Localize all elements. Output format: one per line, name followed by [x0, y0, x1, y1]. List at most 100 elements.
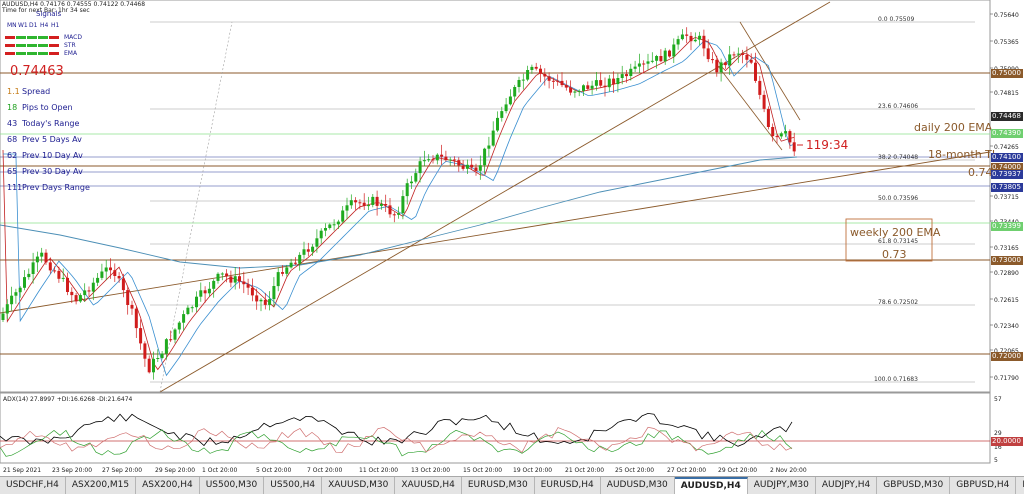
candle-body — [784, 131, 788, 134]
candle-body — [83, 290, 87, 296]
tab-gbpusd-m30[interactable]: GBPUSD,M30 — [877, 477, 951, 494]
candle-body — [255, 295, 259, 302]
price-tick-label: 0.72615 — [994, 297, 1019, 304]
price-chart[interactable]: 0.0 0.75509 23.6 0.74606 38.2 0.74048 50.0 … — [0, 0, 1024, 476]
candle-body — [586, 85, 590, 89]
candle-body — [788, 131, 792, 143]
candle-body — [754, 62, 757, 81]
fib-level-label: 78.6 0.72502 — [878, 299, 918, 306]
tab-usdchf-h4[interactable]: USDCHF,H4 — [0, 477, 66, 494]
candle-body — [573, 91, 577, 93]
chart-window[interactable]: 0.0 0.75509 23.6 0.74606 38.2 0.74048 50.0 … — [0, 0, 1024, 476]
tab-gbpusd-h4[interactable]: GBPUSD,H4 — [950, 477, 1017, 494]
candle-body — [263, 299, 267, 305]
candle-body — [689, 35, 693, 42]
candle-body — [418, 161, 422, 174]
candle-body — [293, 262, 297, 264]
price-level-label: 0.74390 — [991, 129, 1023, 138]
time-tick-label: 13 Oct 20:00 — [411, 467, 450, 474]
candle-body — [521, 79, 525, 81]
signal-indicator — [49, 36, 59, 39]
signal-indicator — [27, 44, 37, 47]
current-price: 0.74463 — [10, 64, 64, 79]
tab-audusd-h4[interactable]: AUDUSD,H4 — [674, 477, 748, 494]
adx-plot-frame — [0, 392, 991, 464]
price-tick-label: 0.72065 — [994, 348, 1019, 355]
candle-body — [113, 270, 117, 276]
candle-body — [732, 54, 736, 56]
candle-body — [242, 281, 246, 285]
tab-us500-m30[interactable]: US500,M30 — [200, 477, 265, 494]
price-level-label: 0.73399 — [991, 222, 1023, 231]
candle-body — [319, 230, 323, 239]
candle-body — [504, 104, 508, 112]
fib-level-label: 38.2 0.74048 — [878, 154, 918, 161]
time-tick-label: 15 Oct 20:00 — [463, 467, 502, 474]
tab-xauusd-m30[interactable]: XAUUSD,M30 — [322, 477, 396, 494]
price-tick-label: 0.71790 — [994, 375, 1019, 382]
candle-body — [298, 254, 302, 264]
candle-body — [203, 290, 207, 294]
candle-body — [212, 280, 216, 289]
time-tick-label: 21 Sep 2021 — [3, 467, 41, 474]
candle-body — [48, 262, 52, 271]
time-tick-label: 21 Oct 20:00 — [565, 467, 604, 474]
candle-body — [173, 329, 177, 340]
tab-nzdusd-m30[interactable]: NZDUSD,M30 — [1016, 477, 1024, 494]
candle-body — [625, 74, 628, 77]
adx-minus-di-line — [0, 426, 793, 453]
tab-xauusd-h4[interactable]: XAUUSD,H4 — [395, 477, 462, 494]
candle-body — [238, 276, 241, 282]
price-tick-label: 0.72890 — [994, 270, 1019, 277]
candle-body — [762, 94, 766, 109]
signal-indicator — [38, 52, 48, 55]
time-tick-label: 19 Oct 20:00 — [513, 467, 552, 474]
candle-body — [388, 205, 392, 215]
candle-body — [741, 53, 745, 55]
weekly-ema-box — [845, 218, 933, 262]
stat-label: Prev 30 Day Av — [22, 167, 83, 176]
candle-body — [358, 202, 362, 204]
tab-audjpy-h4[interactable]: AUDJPY,H4 — [816, 477, 878, 494]
candle-body — [607, 78, 611, 88]
price-tick-label: 0.72340 — [994, 323, 1019, 330]
candle-body — [577, 90, 581, 92]
candle-body — [35, 256, 39, 263]
tab-asx200-m15[interactable]: ASX200,M15 — [66, 477, 137, 494]
candle-body — [40, 252, 44, 257]
bar-timer-annotation: 119:34 — [806, 138, 848, 152]
candle-body — [659, 56, 663, 62]
candle-body — [156, 358, 160, 359]
candle-body — [517, 80, 521, 87]
candle-body — [341, 210, 345, 222]
stat-label: Prev 5 Days Av — [22, 135, 82, 144]
dotted-cycle-line — [159, 21, 233, 393]
signal-indicator — [16, 44, 26, 47]
candle-body — [685, 34, 689, 36]
signal-indicator — [16, 36, 26, 39]
time-bar-text: Time for next Bar: 1hr 34 sec — [2, 7, 90, 14]
time-tick-label: 27 Sep 20:00 — [102, 467, 142, 474]
time-tick-label: 23 Sep 20:00 — [52, 467, 92, 474]
tab-audjpy-m30[interactable]: AUDJPY,M30 — [748, 477, 816, 494]
candle-body — [676, 39, 680, 45]
stat-value: 111 — [7, 183, 23, 192]
trendline-18-month — [0, 151, 991, 314]
weekly-ema-annotation: weekly 200 EMA — [850, 226, 941, 239]
candle-body — [758, 80, 762, 95]
tab-audusd-m30[interactable]: AUDUSD,M30 — [601, 477, 675, 494]
candle-body — [182, 314, 186, 323]
signal-row-label: STR — [64, 42, 76, 49]
candle-body — [70, 291, 74, 296]
candle-body — [792, 142, 796, 152]
fibonacci-retracement — [150, 21, 975, 383]
tab-us500-h4[interactable]: US500,H4 — [264, 477, 323, 494]
tab-eurusd-m30[interactable]: EURUSD,M30 — [462, 477, 535, 494]
main-plot-frame — [0, 0, 991, 393]
tab-asx200-h4[interactable]: ASX200,H4 — [136, 477, 200, 494]
candle-body — [57, 270, 61, 279]
candle-body — [680, 34, 684, 40]
candle-body — [719, 62, 723, 73]
signals-label: Signals — [36, 10, 62, 18]
tab-eurusd-h4[interactable]: EURUSD,H4 — [535, 477, 601, 494]
